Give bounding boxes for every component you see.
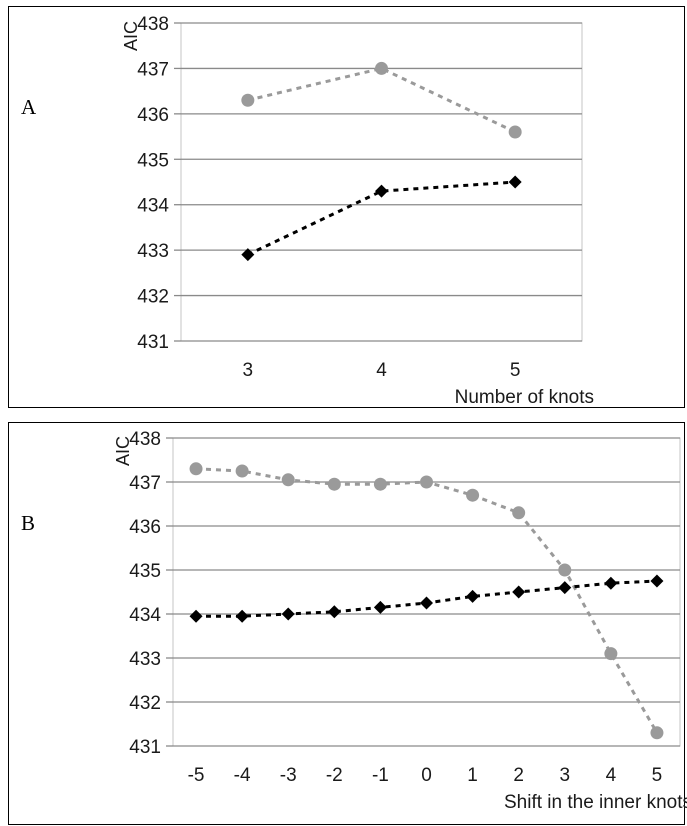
point-b-0-3 [327, 477, 341, 491]
point-b-1-4 [373, 600, 387, 614]
y-tick-label-a-6: 437 [137, 59, 169, 80]
point-b-0-10 [650, 726, 664, 740]
y-axis-label-a: AIC [121, 21, 141, 51]
y-tick-label-a-1: 432 [137, 287, 169, 308]
x-tick-label-b-7: 2 [513, 765, 524, 786]
point-b-1-2 [281, 607, 295, 621]
x-tick-label-b-0: -5 [188, 765, 205, 786]
chart-a-svg: 431 432 433 434 435 436 437 438 3 4 5 Number of kno… [121, 14, 594, 408]
x-tick-label-b-10: 5 [652, 765, 663, 786]
y-tick-label-a-5: 436 [137, 105, 169, 126]
y-tick-label-a-4: 435 [137, 150, 169, 171]
y-tick-label-b-4: 435 [129, 561, 161, 582]
x-tick-label-a-2: 5 [510, 360, 521, 381]
y-tick-label-b-7: 438 [129, 429, 161, 450]
point-b-1-1 [235, 609, 249, 623]
point-a-0-1 [375, 61, 388, 75]
x-tick-label-b-5: 0 [421, 765, 432, 786]
point-b-0-7 [512, 506, 526, 520]
series-line-a-0 [247, 66, 516, 134]
point-b-0-6 [466, 488, 480, 502]
y-tick-label-b-0: 431 [129, 737, 161, 758]
x-tick-label-b-1: -4 [234, 765, 251, 786]
point-b-1-7 [512, 585, 526, 599]
point-a-1-0 [241, 248, 255, 262]
x-axis-label-a: Number of knots [455, 387, 594, 408]
chart-panel-a: A 431 432 433 434 435 436 437 438 3 4 5 Number of k… [8, 6, 685, 408]
point-b-0-2 [281, 473, 295, 487]
x-tick-label-b-2: -3 [280, 765, 297, 786]
point-a-1-1 [375, 184, 388, 198]
point-b-1-5 [420, 596, 433, 610]
panel-label-a: A [21, 95, 37, 119]
y-tick-label-b-5: 436 [129, 517, 161, 538]
x-tick-label-a-1: 4 [376, 360, 387, 381]
point-b-1-9 [604, 576, 618, 590]
chart-b-svg: 431 432 433 434 435 436 437 438 -5 -4 -3 -2 -1 0 1 2 3 4 5… [113, 429, 687, 813]
point-b-0-5 [420, 475, 433, 489]
x-tick-label-b-4: -1 [372, 765, 389, 786]
y-tick-label-b-6: 437 [129, 473, 161, 494]
y-tick-label-b-2: 433 [129, 649, 161, 670]
x-tick-label-b-8: 3 [559, 765, 570, 786]
chart-panel-b: B 431 432 433 434 435 436 437 438 -5 -4 -3 -2 -1 0 1 2 3… [8, 422, 687, 825]
y-tick-label-b-1: 432 [129, 693, 161, 714]
point-b-1-10 [650, 574, 664, 588]
y-tick-label-a-3: 434 [137, 196, 169, 217]
point-b-0-1 [235, 464, 249, 478]
x-tick-label-b-9: 4 [606, 765, 617, 786]
point-a-0-0 [241, 93, 255, 107]
y-tick-label-a-0: 431 [137, 332, 169, 353]
y-tick-label-a-7: 438 [137, 14, 169, 35]
point-b-0-9 [604, 647, 618, 661]
x-tick-label-a-0: 3 [243, 360, 254, 381]
point-b-1-8 [558, 581, 572, 595]
panel-label-b: B [21, 511, 36, 535]
y-axis-label-b: AIC [113, 436, 133, 466]
point-a-0-2 [508, 125, 522, 139]
point-b-0-8 [558, 563, 572, 577]
point-b-1-6 [466, 589, 480, 603]
point-b-0-0 [189, 462, 203, 476]
y-tick-label-a-2: 433 [137, 241, 169, 262]
x-tick-label-b-3: -2 [326, 765, 343, 786]
x-axis-label-b: Shift in the inner knots [504, 792, 687, 813]
point-b-1-0 [189, 609, 203, 623]
point-a-1-2 [508, 175, 522, 189]
y-tick-label-b-3: 434 [129, 605, 161, 626]
x-tick-label-b-6: 1 [467, 765, 478, 786]
point-b-0-4 [373, 477, 387, 491]
point-b-1-3 [327, 605, 341, 619]
